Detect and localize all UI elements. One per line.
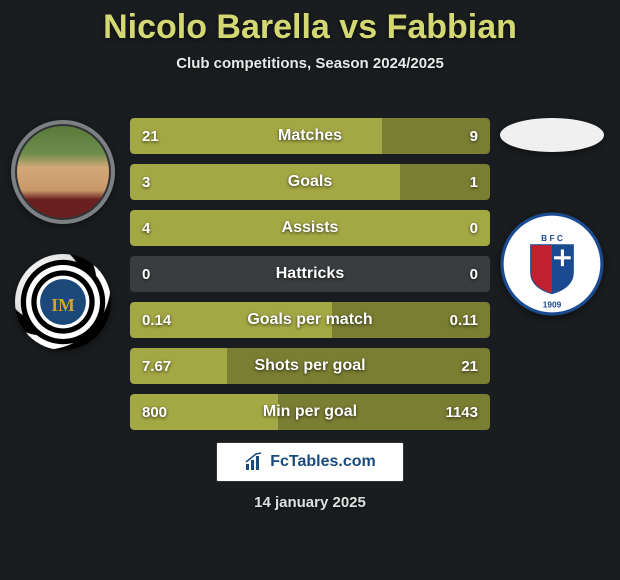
stat-row: 219Matches	[130, 118, 490, 154]
stat-row: 0.140.11Goals per match	[130, 302, 490, 338]
vs-label: vs	[339, 8, 377, 46]
bar-right	[227, 348, 490, 384]
stat-value-left: 21	[142, 118, 159, 154]
stat-row: 7.6721Shots per goal	[130, 348, 490, 384]
stat-value-right: 9	[470, 118, 478, 154]
stat-value-left: 0	[142, 256, 150, 292]
avatar-face-placeholder	[17, 126, 109, 218]
stat-row: 31Goals	[130, 164, 490, 200]
left-player-column: IM	[8, 115, 118, 350]
bar-left	[130, 118, 382, 154]
right-player-column: B F C 1909	[492, 115, 612, 316]
svg-text:IM: IM	[51, 295, 75, 315]
subtitle: Club competitions, Season 2024/2025	[0, 55, 620, 72]
stat-value-right: 0	[470, 210, 478, 246]
svg-text:B F C: B F C	[541, 233, 563, 243]
footer-date: 14 january 2025	[254, 494, 366, 511]
stat-value-right: 0.11	[450, 302, 478, 338]
stat-row: 8001143Min per goal	[130, 394, 490, 430]
player2-name: Fabbian	[387, 8, 517, 46]
fctables-badge: FcTables.com	[216, 442, 404, 482]
stat-value-right: 1	[470, 164, 478, 200]
player2-avatar-placeholder	[500, 118, 604, 152]
stat-row: 40Assists	[130, 210, 490, 246]
stat-value-right: 1143	[445, 394, 478, 430]
bologna-logo: B F C 1909	[500, 212, 604, 316]
chart-icon	[244, 452, 264, 472]
stat-value-left: 7.67	[142, 348, 171, 384]
stat-value-right: 0	[470, 256, 478, 292]
player1-avatar	[11, 120, 115, 224]
inter-logo: IM	[15, 254, 111, 350]
stat-value-left: 800	[142, 394, 167, 430]
stat-value-left: 4	[142, 210, 150, 246]
stats-container: 219Matches31Goals40Assists00Hattricks0.1…	[130, 118, 490, 440]
stat-row: 00Hattricks	[130, 256, 490, 292]
stat-value-left: 0.14	[142, 302, 171, 338]
brand-text: FcTables.com	[270, 453, 376, 471]
svg-text:1909: 1909	[543, 300, 562, 310]
stat-value-left: 3	[142, 164, 150, 200]
comparison-title: Nicolo Barella vs Fabbian	[0, 0, 620, 47]
bar-left	[130, 210, 490, 246]
bar-left	[130, 164, 400, 200]
stat-value-right: 21	[461, 348, 478, 384]
player1-name: Nicolo Barella	[103, 8, 330, 46]
